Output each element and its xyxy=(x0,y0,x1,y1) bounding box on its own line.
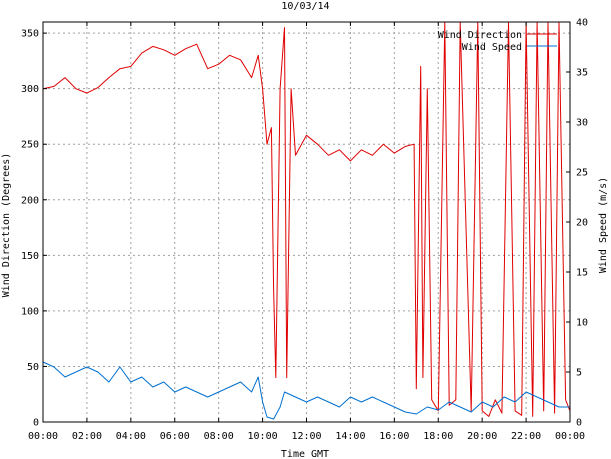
chart-title: 10/03/14 xyxy=(281,1,329,12)
legend-label-wind-speed: Wind Speed xyxy=(462,42,522,53)
y-right-tick-label: 35 xyxy=(576,68,588,79)
y-left-tick-label: 100 xyxy=(21,306,39,317)
y-right-tick-label: 0 xyxy=(576,418,582,429)
y-left-tick-label: 350 xyxy=(21,29,39,40)
y-right-tick-label: 20 xyxy=(576,218,588,229)
x-tick-label: 20:00 xyxy=(467,431,497,442)
y-right-tick-label: 5 xyxy=(576,368,582,379)
y-left-tick-label: 300 xyxy=(21,84,39,95)
y-axis-left-label: Wind Direction (Degrees) xyxy=(1,153,12,298)
y-left-tick-label: 150 xyxy=(21,251,39,262)
x-tick-label: 00:00 xyxy=(28,431,58,442)
x-tick-label: 06:00 xyxy=(160,431,190,442)
x-tick-label: 02:00 xyxy=(72,431,102,442)
y-left-tick-label: 0 xyxy=(33,418,39,429)
x-tick-label: 08:00 xyxy=(204,431,234,442)
x-tick-label: 16:00 xyxy=(379,431,409,442)
x-axis-label: Time GMT xyxy=(281,449,329,459)
y-right-tick-labels: 0 5 10 15 20 25 30 35 40 xyxy=(576,18,588,429)
series-line-wind-direction xyxy=(42,21,571,417)
y-axis-right-label: Wind Speed (m/s) xyxy=(598,177,609,273)
y-right-tick-label: 40 xyxy=(576,18,588,29)
y-right-tick-label: 15 xyxy=(576,268,588,279)
axis-ticks xyxy=(42,21,571,423)
x-tick-label: 18:00 xyxy=(423,431,453,442)
series-line-wind-speed xyxy=(42,361,570,420)
y-left-tick-label: 250 xyxy=(21,140,39,151)
x-tick-label: 04:00 xyxy=(116,431,146,442)
x-tick-label: 22:00 xyxy=(511,431,541,442)
x-tick-label: 00:00 xyxy=(555,431,585,442)
plot-series xyxy=(42,21,571,420)
x-tick-label: 12:00 xyxy=(291,431,321,442)
y-left-tick-label: 200 xyxy=(21,195,39,206)
y-right-tick-label: 25 xyxy=(576,168,588,179)
y-left-tick-label: 50 xyxy=(27,362,39,373)
chart-grid xyxy=(43,22,570,422)
x-tick-labels: 00:00 02:00 04:00 06:00 08:00 10:00 12:00 14:00… xyxy=(28,431,585,442)
x-tick-label: 14:00 xyxy=(335,431,365,442)
y-right-tick-label: 30 xyxy=(576,118,588,129)
x-tick-label: 10:00 xyxy=(248,431,278,442)
legend-label-wind-direction: Wind Direction xyxy=(438,30,522,41)
y-left-tick-labels: 0 50 100 150 200 250 300 350 xyxy=(21,29,39,429)
y-right-tick-label: 10 xyxy=(576,318,588,329)
